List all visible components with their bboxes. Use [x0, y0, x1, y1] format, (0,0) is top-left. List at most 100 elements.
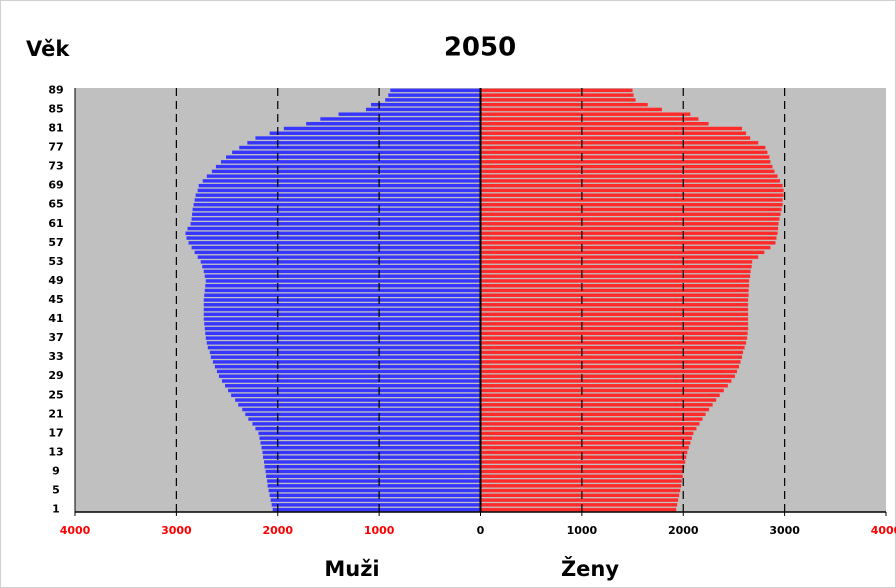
bar — [204, 293, 481, 297]
y-tick-label: 73 — [48, 160, 63, 173]
bar — [480, 293, 749, 297]
bar — [264, 465, 481, 469]
bar — [264, 460, 481, 464]
y-tick-label: 17 — [48, 426, 63, 439]
bar — [480, 498, 679, 502]
bar — [480, 236, 777, 240]
bar — [480, 155, 770, 159]
bar — [371, 102, 481, 107]
bar — [480, 269, 751, 274]
y-tick-label: 5 — [52, 484, 60, 497]
bar — [480, 193, 784, 197]
bar — [480, 388, 724, 393]
y-tick-label: 1 — [52, 503, 60, 516]
bar — [480, 245, 771, 250]
bar — [365, 107, 481, 112]
bar — [194, 250, 481, 255]
bar — [480, 407, 710, 412]
bar — [480, 102, 648, 107]
bar — [480, 445, 689, 450]
bar — [205, 283, 481, 288]
bar — [480, 169, 775, 174]
bar — [388, 93, 481, 97]
x-tick-label: 0 — [477, 524, 485, 537]
bar — [283, 126, 481, 131]
bar — [480, 374, 735, 378]
bar — [203, 317, 481, 321]
bar — [480, 474, 683, 478]
bar — [192, 212, 481, 216]
y-tick-label: 37 — [48, 331, 63, 344]
bar — [385, 98, 481, 102]
bar — [269, 493, 481, 498]
bar — [480, 417, 703, 421]
bar — [198, 183, 481, 188]
bar — [255, 136, 481, 140]
bar — [202, 179, 481, 183]
bar — [205, 331, 481, 336]
bar — [480, 317, 749, 321]
bar — [480, 426, 697, 431]
bar — [338, 112, 481, 116]
bar — [200, 260, 481, 264]
bar — [480, 455, 687, 459]
bar — [480, 160, 771, 164]
bar — [480, 93, 634, 97]
bar — [228, 388, 481, 393]
bar — [211, 169, 481, 174]
bar — [480, 384, 728, 388]
y-tick-label: 9 — [52, 465, 60, 478]
bar — [480, 174, 778, 178]
y-tick-label: 29 — [48, 369, 63, 382]
bar — [480, 212, 781, 216]
bar — [480, 507, 677, 512]
bar — [480, 350, 744, 355]
bar — [262, 450, 481, 455]
bar — [480, 450, 688, 455]
bar — [306, 122, 481, 126]
x-tick-label: 4000 — [871, 524, 896, 537]
bar — [186, 236, 481, 240]
bar — [218, 374, 481, 378]
legend-label: Muži — [324, 557, 379, 581]
bar — [480, 136, 751, 140]
legend-label: Ženy — [561, 556, 619, 581]
y-tick-label: 69 — [48, 179, 63, 192]
y-tick-label: 45 — [48, 293, 63, 306]
bar — [255, 426, 481, 431]
bar — [192, 207, 481, 212]
bar — [260, 441, 481, 445]
bar — [204, 288, 481, 293]
bar — [215, 164, 481, 169]
bar — [185, 231, 481, 236]
bar — [480, 298, 749, 302]
bar — [480, 355, 743, 359]
bar — [480, 222, 779, 226]
bar — [480, 503, 678, 507]
bar — [205, 336, 481, 340]
bar — [480, 250, 765, 255]
x-tick-label: 1000 — [364, 524, 395, 537]
bar — [203, 303, 481, 307]
bar — [480, 126, 743, 131]
bar — [248, 417, 481, 421]
bar — [480, 460, 686, 464]
bar — [480, 183, 783, 188]
bar — [480, 431, 694, 436]
bar — [190, 222, 481, 226]
bar — [203, 307, 481, 312]
bar — [480, 412, 706, 417]
y-tick-label: 41 — [48, 312, 63, 325]
bar — [480, 88, 633, 93]
bar — [480, 441, 691, 445]
y-tick-label: 81 — [48, 121, 63, 134]
bar — [207, 345, 481, 350]
bar — [480, 484, 682, 488]
bar — [480, 403, 713, 407]
bar — [203, 312, 481, 317]
bar — [247, 141, 481, 145]
bar — [204, 274, 481, 278]
bar — [270, 498, 481, 502]
bar — [480, 307, 749, 312]
bar — [269, 131, 481, 135]
